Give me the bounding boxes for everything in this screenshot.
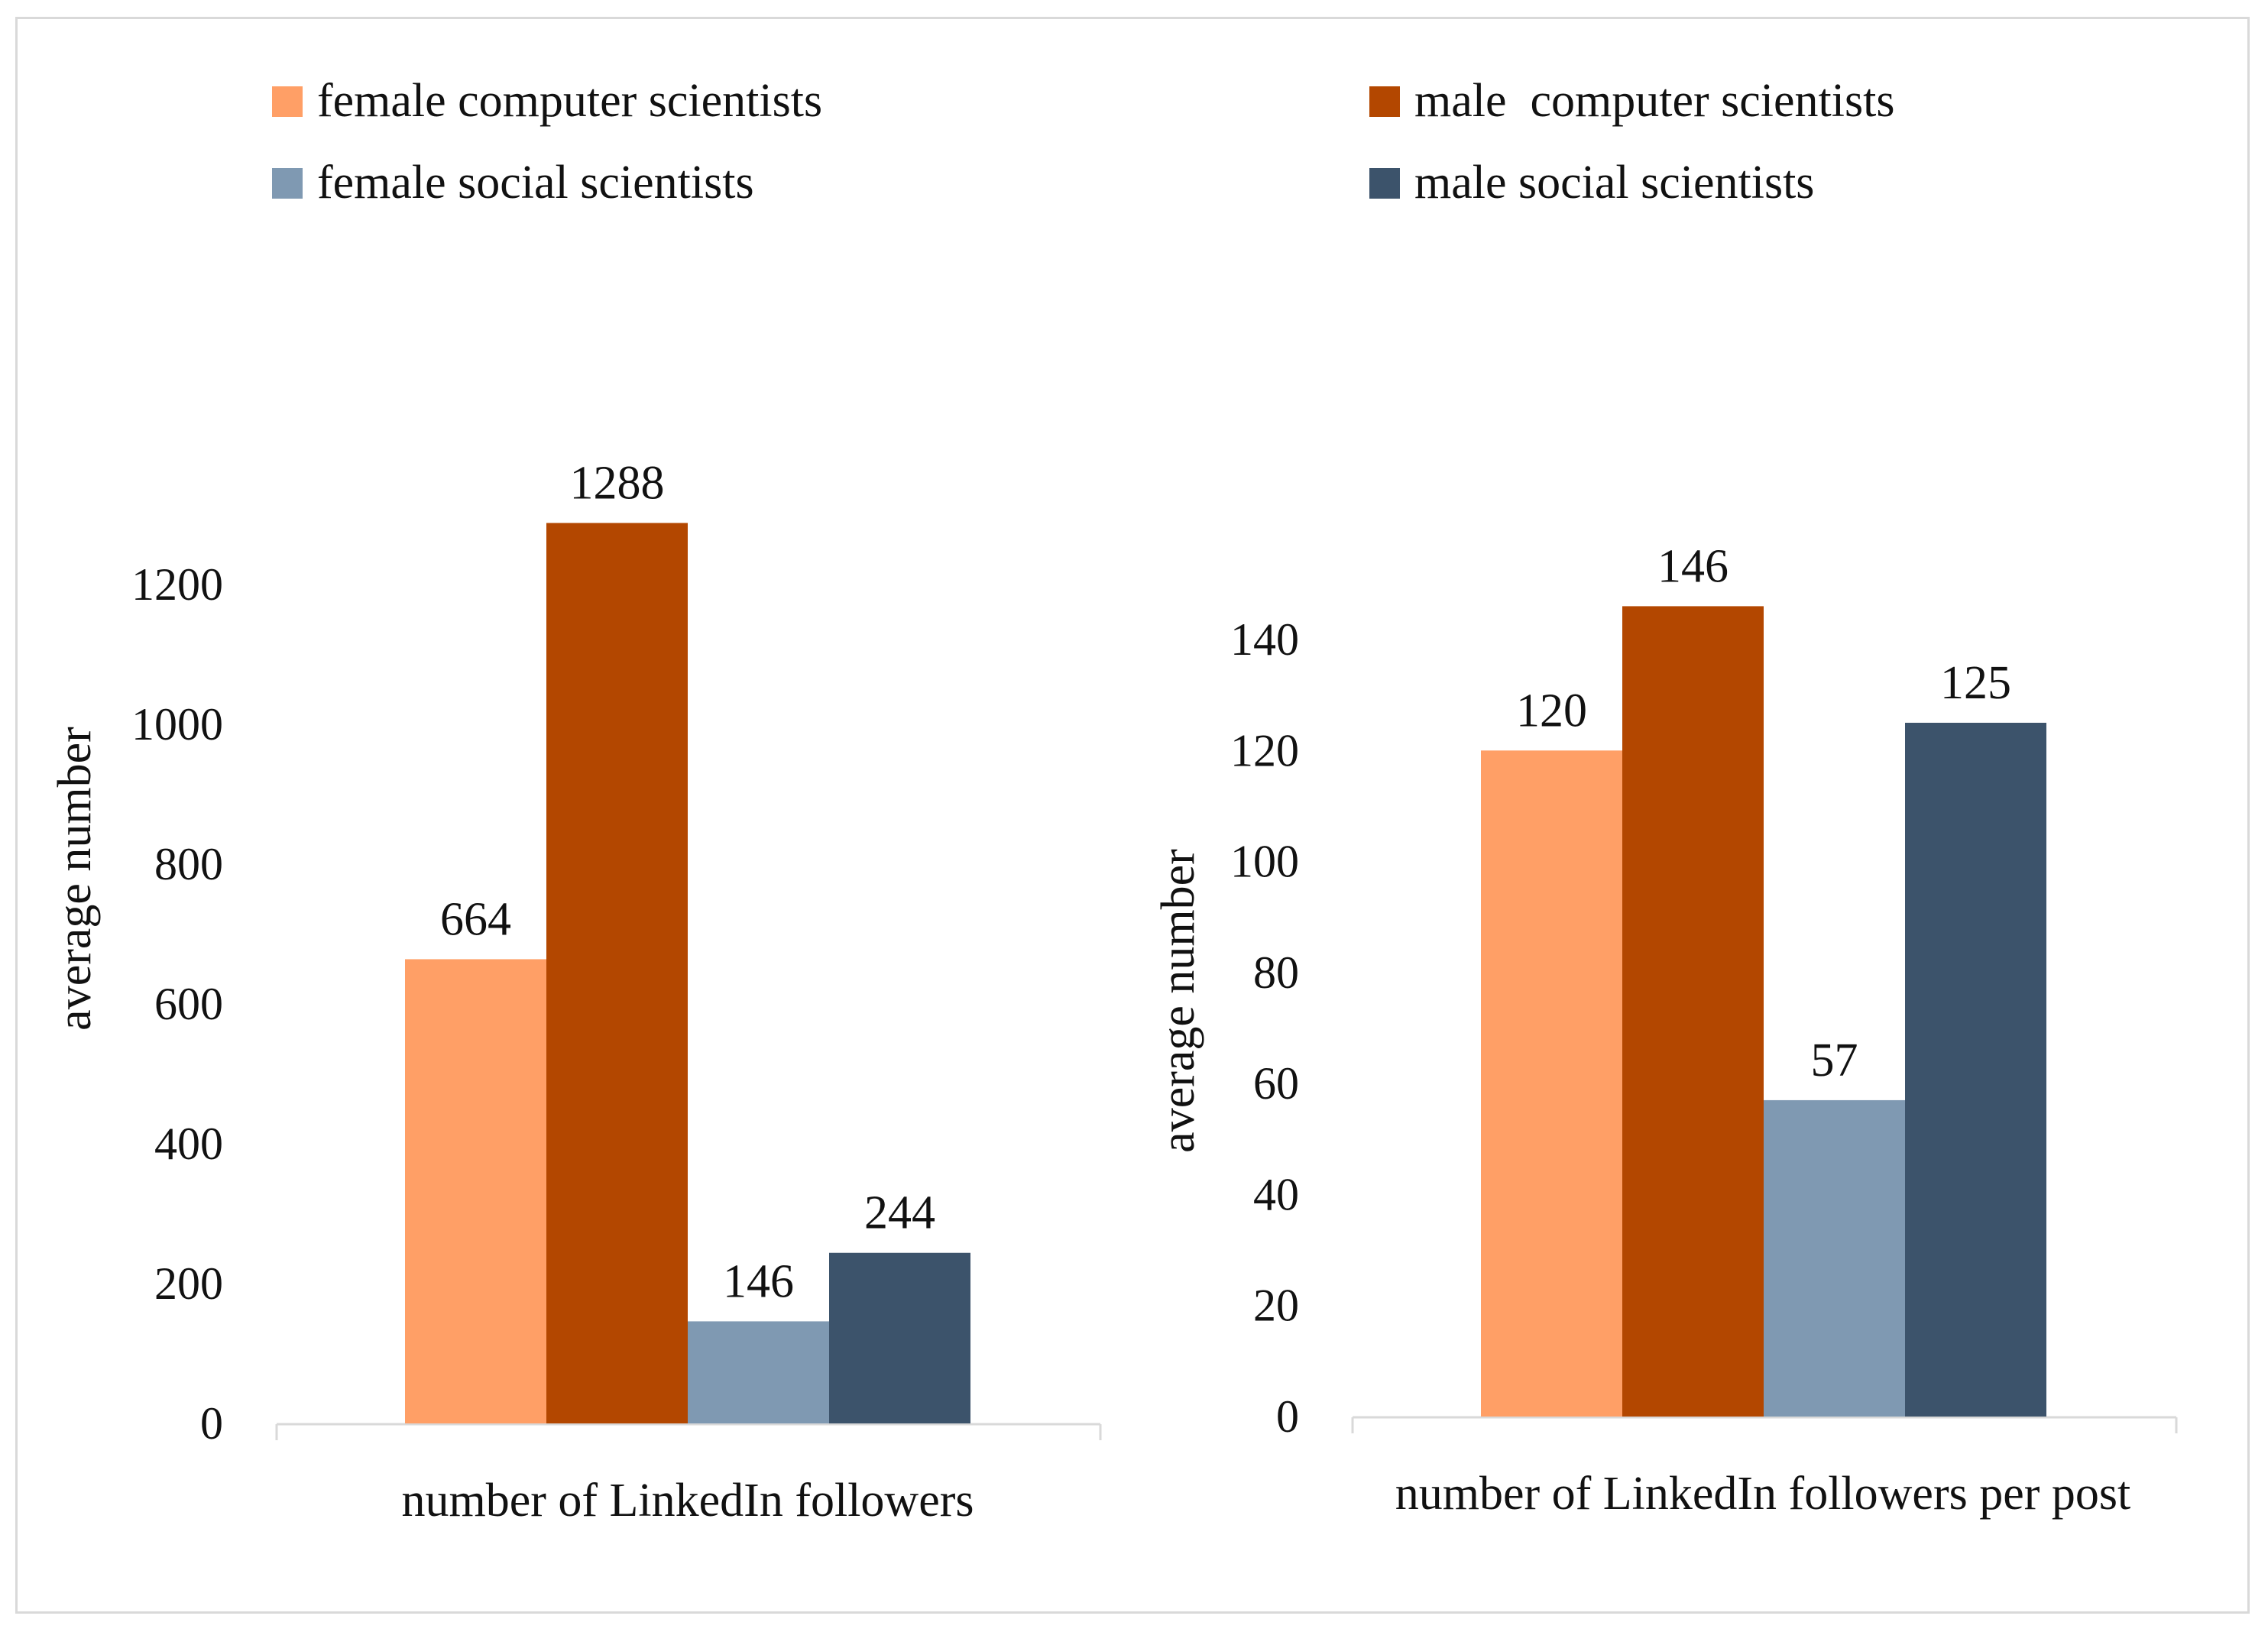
right-y-tick-label: 120: [1230, 725, 1299, 776]
left-y-tick-label: 800: [154, 839, 223, 889]
left-bar-label-1: 664: [440, 893, 511, 945]
left-bar-2: [546, 523, 688, 1423]
right-y-tick-label: 80: [1253, 947, 1299, 998]
right-bar-label-3: 57: [1811, 1035, 1858, 1086]
left-y-tick-label: 0: [200, 1398, 223, 1449]
legend-label-female-ss: female social scientists: [317, 157, 754, 209]
legend-item-female-ss: female social scientists: [272, 157, 754, 209]
right-y-tick-label: 140: [1230, 614, 1299, 665]
right-bar-label-2: 146: [1657, 540, 1729, 592]
left-y-tick-label: 600: [154, 979, 223, 1029]
left-bar-label-3: 146: [723, 1255, 794, 1307]
right-y-axis-label: average number: [1152, 849, 1204, 1153]
legend: female computer scientists male computer…: [272, 75, 1894, 209]
chart-left: average number number of LinkedIn follow…: [49, 457, 1102, 1527]
left-bar-label-4: 244: [864, 1187, 935, 1239]
right-y-tick-label: 0: [1276, 1391, 1299, 1442]
left-bar-label-2: 1288: [570, 457, 665, 509]
left-bar-3: [688, 1321, 829, 1423]
legend-label-female-cs: female computer scientists: [317, 75, 822, 127]
left-bar-4: [829, 1252, 970, 1423]
legend-swatch-male-cs: [1369, 86, 1400, 117]
right-bar-label-4: 125: [1940, 657, 2011, 709]
right-y-tick-label: 100: [1230, 837, 1299, 887]
legend-label-male-cs: male computer scientists: [1414, 75, 1894, 127]
legend-swatch-male-ss: [1369, 168, 1400, 199]
legend-swatch-female-cs: [272, 86, 303, 117]
left-y-axis-label: average number: [49, 727, 101, 1031]
right-bar-4: [1905, 722, 2046, 1417]
right-y-tick-label: 20: [1253, 1281, 1299, 1331]
right-bar-label-1: 120: [1516, 685, 1587, 737]
right-y-tick-label: 60: [1253, 1058, 1299, 1109]
right-bar-1: [1481, 750, 1622, 1417]
left-x-axis-label: number of LinkedIn followers: [402, 1475, 974, 1527]
left-y-tick-label: 1200: [131, 559, 223, 610]
legend-swatch-female-ss: [272, 168, 303, 199]
left-y-tick-label: 1000: [131, 699, 223, 750]
left-y-tick-label: 200: [154, 1258, 223, 1309]
right-bar-3: [1764, 1099, 1905, 1417]
right-bar-2: [1622, 606, 1764, 1417]
right-y-tick-label: 40: [1253, 1169, 1299, 1219]
chart-right: average number number of LinkedIn follow…: [1152, 540, 2178, 1520]
left-y-tick-label: 400: [154, 1119, 223, 1169]
legend-item-male-cs: male computer scientists: [1369, 75, 1894, 127]
left-bar-1: [405, 959, 546, 1423]
legend-item-female-cs: female computer scientists: [272, 75, 822, 127]
legend-item-male-ss: male social scientists: [1369, 157, 1814, 209]
right-x-axis-label: number of LinkedIn followers per post: [1395, 1468, 2130, 1520]
legend-label-male-ss: male social scientists: [1414, 157, 1814, 209]
